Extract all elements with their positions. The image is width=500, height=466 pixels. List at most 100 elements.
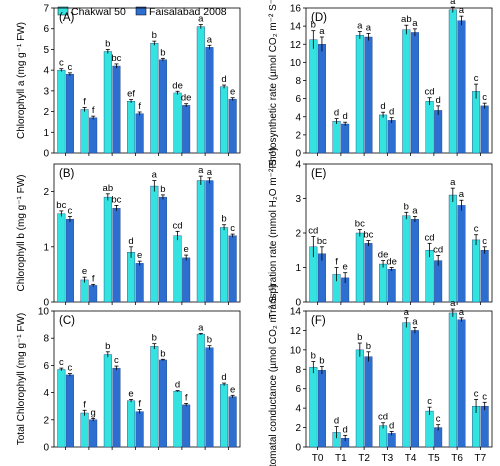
panel-2: 0 2 4 6 8 10 (C) Total Chlorophyll (mg g⁻¹ FW) c… <box>16 307 241 454</box>
panel-label: (D) <box>311 12 327 24</box>
significance-letter: ab <box>401 14 412 25</box>
significance-letter: f <box>138 101 141 112</box>
bar-chakwal <box>57 213 66 303</box>
y-tick-label: 10 <box>290 345 302 356</box>
y-tick-label: 8 <box>295 365 301 376</box>
bar-chakwal <box>173 391 182 448</box>
significance-letter: b <box>152 30 157 41</box>
significance-letter: a <box>450 177 456 188</box>
significance-letter: cd <box>425 87 435 98</box>
bar-faisalabad <box>480 406 489 448</box>
y-tick-label: 1 <box>295 263 301 274</box>
y-axis-label: Stomatal conductance (µmol CO₂ m⁻² S⁻¹) <box>268 284 279 466</box>
significance-letter: d <box>128 236 133 247</box>
y-tick-label: 8 <box>295 76 301 87</box>
significance-letter: ef <box>127 89 135 100</box>
significance-letter: bc <box>111 53 121 64</box>
bar-chakwal <box>57 69 66 154</box>
significance-letter: d <box>380 101 385 112</box>
bar-faisalabad <box>317 370 326 448</box>
significance-letter: b <box>160 47 165 58</box>
x-tick-label: T0 <box>312 453 324 464</box>
legend-label-faisalabad: Faisalabad 2008 <box>149 6 227 18</box>
bar-faisalabad <box>182 105 191 154</box>
y-tick-label: 4 <box>295 112 301 123</box>
bar-chakwal <box>448 9 457 154</box>
significance-letter: a <box>450 298 456 309</box>
significance-letter: c <box>68 363 73 374</box>
bar-chakwal <box>379 425 388 448</box>
plot-frame <box>53 310 241 448</box>
bar-faisalabad <box>410 218 419 303</box>
x-tick-label: T6 <box>451 453 463 464</box>
y-tick-label: 2 <box>295 423 301 434</box>
bar-chakwal <box>103 51 112 154</box>
panel-3: 0 2 4 6 8 10 12 14 16 (D) Photosynthetic rate (µmo… <box>268 0 493 169</box>
x-tick-label: T2 <box>358 453 370 464</box>
significance-letter: a <box>459 189 465 200</box>
bar-chakwal <box>150 185 159 303</box>
bar-chakwal <box>402 29 411 154</box>
significance-letter: c <box>68 205 73 216</box>
significance-letter: b <box>357 332 362 343</box>
significance-letter: bc <box>111 194 121 205</box>
x-tick-label: T3 <box>382 453 394 464</box>
bar-chakwal <box>448 312 457 448</box>
significance-letter: f <box>83 96 86 107</box>
bar-faisalabad <box>135 411 144 448</box>
bar-chakwal <box>472 91 481 154</box>
significance-letter: a <box>450 0 456 7</box>
significance-letter: c <box>427 396 432 407</box>
significance-letter: g <box>91 407 96 418</box>
significance-letter: c <box>474 73 479 84</box>
y-tick-label: 0 <box>43 298 49 309</box>
significance-letter: a <box>366 22 372 33</box>
y-axis-label: Total Chlorophyll (mg g⁻¹ FW) <box>16 313 27 446</box>
bar-faisalabad <box>364 36 373 154</box>
bar-faisalabad <box>205 180 214 303</box>
bar-chakwal <box>379 114 388 154</box>
significance-letter: c <box>436 414 441 425</box>
bar-faisalabad <box>457 20 466 154</box>
x-tick-label: T4 <box>405 453 417 464</box>
y-tick-label: 0 <box>43 443 49 454</box>
bar-chakwal <box>309 367 318 448</box>
bar-faisalabad <box>228 235 237 303</box>
y-axis-label: Chlorophyll b (mg g⁻¹ FW) <box>16 175 27 292</box>
y-tick-label: 14 <box>290 22 302 33</box>
y-tick-label: 0 <box>295 443 301 454</box>
bar-chakwal <box>103 354 112 448</box>
significance-letter: d <box>334 108 339 119</box>
significance-letter: b <box>152 333 157 344</box>
legend-swatch-chakwal <box>57 6 69 16</box>
significance-letter: cd <box>308 225 318 236</box>
bar-faisalabad <box>228 396 237 448</box>
bar-faisalabad <box>387 120 396 154</box>
bar-chakwal <box>196 180 205 303</box>
bar-faisalabad <box>112 367 121 448</box>
y-tick-label: 3 <box>295 194 301 205</box>
panel-label: (C) <box>59 315 75 327</box>
bar-faisalabad <box>410 330 419 448</box>
significance-letter: a <box>319 26 325 37</box>
bar-chakwal <box>425 250 434 303</box>
significance-letter: d <box>389 420 394 431</box>
significance-letter: a <box>412 205 418 216</box>
y-tick-label: 4 <box>295 404 301 415</box>
bar-faisalabad <box>480 250 489 303</box>
significance-letter: b <box>105 341 110 352</box>
significance-letter: b <box>366 341 371 352</box>
y-tick-label: 3 <box>43 86 49 97</box>
y-axis-label: Transpiration rate (mmol H₂O m⁻² S⁻¹) <box>268 147 279 318</box>
significance-letter: c <box>482 236 487 247</box>
bar-chakwal <box>80 412 89 448</box>
bar-faisalabad <box>205 347 214 448</box>
y-tick-label: 2 <box>43 107 49 118</box>
bar-faisalabad <box>228 98 237 154</box>
bar-chakwal <box>472 239 481 303</box>
y-axis-label: Chlorophyll a (mg g⁻¹ FW) <box>16 22 27 139</box>
significance-letter: d <box>436 95 441 106</box>
bar-chakwal <box>425 101 434 154</box>
significance-letter: d <box>343 111 348 122</box>
